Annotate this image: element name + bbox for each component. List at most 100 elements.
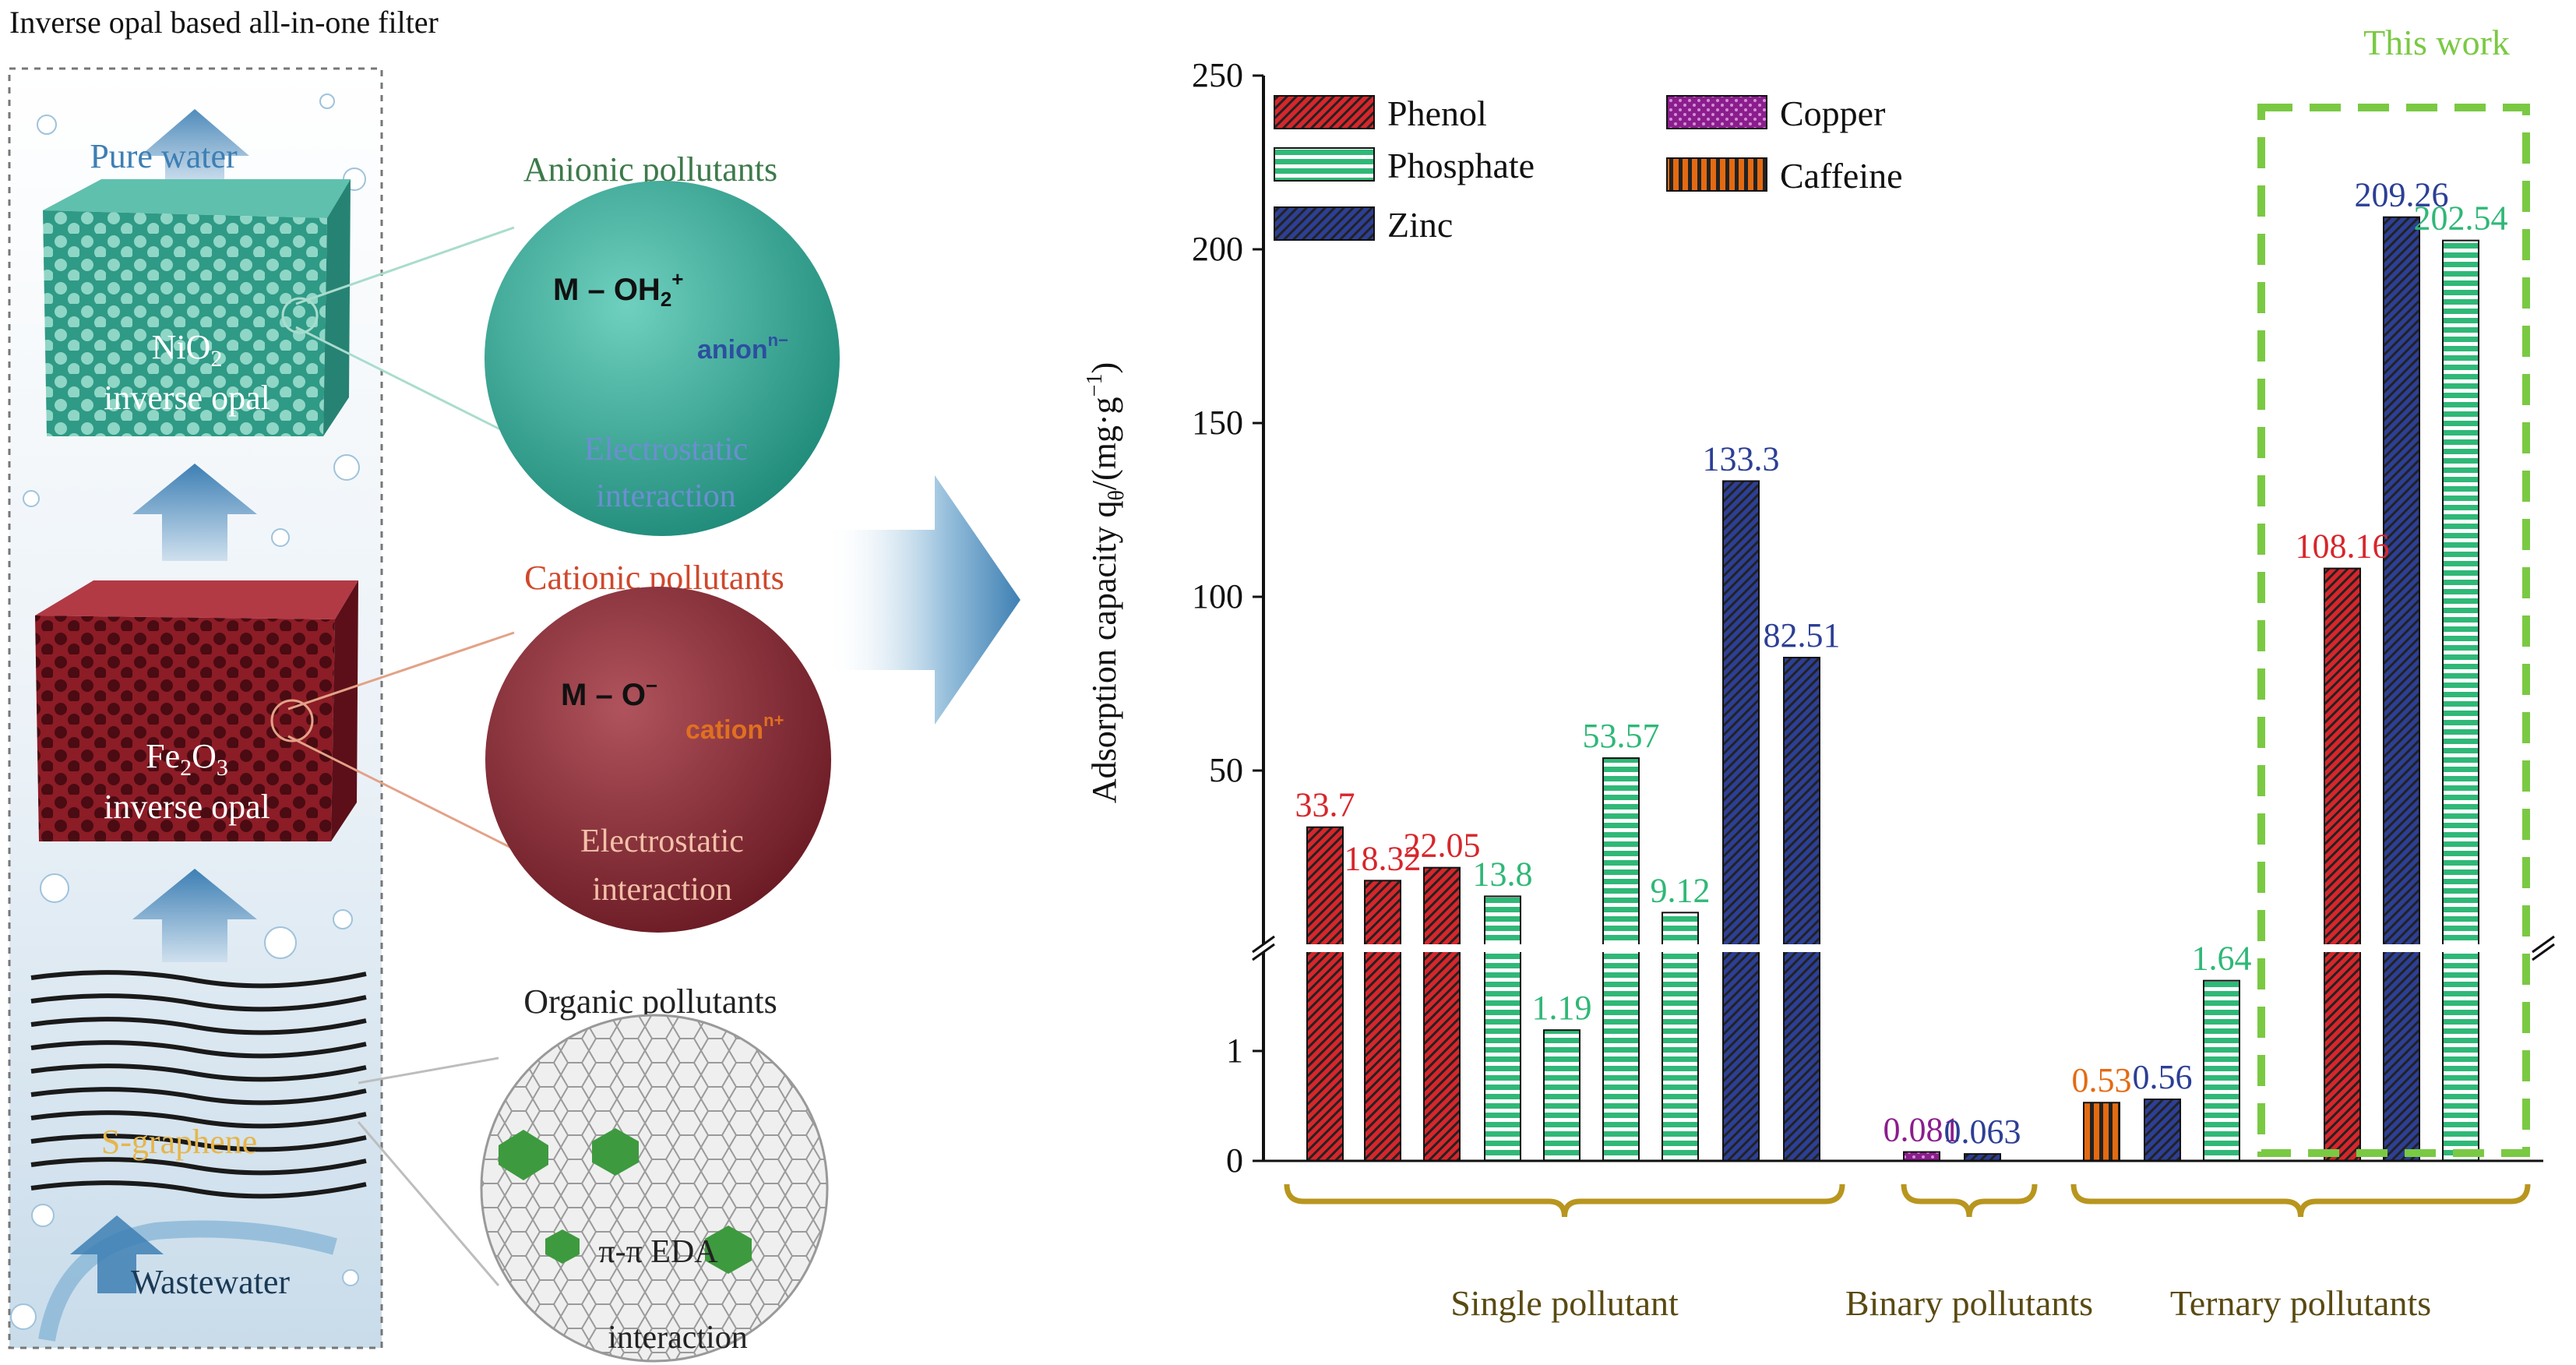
bar-break-gap xyxy=(1363,944,1402,952)
wastewater-arrow-icon xyxy=(70,1215,164,1293)
group-bracket xyxy=(2070,1183,2531,1218)
bar-break-gap xyxy=(1422,944,1461,952)
aromatic-molecule-icon xyxy=(545,1229,580,1264)
wastewater-flow-icon xyxy=(38,1220,337,1342)
bar-break-gap xyxy=(2441,944,2480,952)
bar-value-label: 202.54 xyxy=(2414,199,2508,238)
bar-break-gap xyxy=(1721,944,1760,952)
bar-phosphate xyxy=(2442,239,2479,1162)
anionic-ion: anionn− xyxy=(697,330,788,365)
legend-label-copper: Copper xyxy=(1780,93,1885,133)
up-arrow-icon xyxy=(132,464,257,561)
s-graphene-stack xyxy=(30,970,367,1199)
bar-break-gap xyxy=(1306,944,1344,952)
legend-swatch-phenol xyxy=(1274,95,1375,129)
bar-value-label: 53.57 xyxy=(1583,717,1660,755)
y-tick-label: 100 xyxy=(1192,577,1243,615)
bar-phosphate xyxy=(2203,979,2240,1162)
wastewater-label: Wastewater xyxy=(131,1263,290,1301)
bar-value-label: 13.8 xyxy=(1473,855,1533,893)
anionic-label-line1: Electrostatic xyxy=(584,432,748,467)
bar-phosphate xyxy=(1484,895,1521,1162)
cationic-formula: M – O− xyxy=(561,674,657,712)
legend-swatch-phosphate xyxy=(1274,147,1375,182)
bar-phosphate xyxy=(1543,1029,1580,1162)
bar-value-label: 0.56 xyxy=(2133,1058,2193,1096)
bar-value-label: 108.16 xyxy=(2296,527,2390,566)
bar-zinc xyxy=(1783,657,1820,1162)
bar-copper xyxy=(1903,1151,1940,1162)
bar-zinc xyxy=(1722,480,1760,1162)
bar-value-label: 1.64 xyxy=(2192,940,2252,978)
axis-break-mark xyxy=(2532,943,2555,961)
y-tick-label: 50 xyxy=(1209,751,1243,789)
bar-phenol xyxy=(1364,880,1401,1162)
legend-swatch-caffeine xyxy=(1666,157,1767,192)
group-bracket xyxy=(1284,1183,1845,1218)
this-work-highlight: This work xyxy=(2257,23,2530,1157)
y-tick-label: 0 xyxy=(1226,1141,1243,1180)
legend-label-phenol: Phenol xyxy=(1387,93,1487,133)
y-tick-label: 1 xyxy=(1226,1032,1243,1070)
bar-phosphate xyxy=(1602,757,1640,1162)
this-work-label: This work xyxy=(2363,23,2510,62)
filter-column: Pure water NiO2 inverse opal Fe2O3 inver… xyxy=(8,67,383,1349)
anionic-label-line2: interaction xyxy=(596,478,736,514)
bar-break-gap xyxy=(1602,944,1640,952)
chart-y-axis xyxy=(1252,76,2555,1162)
water-bubbles xyxy=(10,93,366,1330)
fe2o3-label-line2: inverse opal xyxy=(104,788,270,826)
y-tick-label: 150 xyxy=(1192,404,1243,442)
cationic-circle: M – O− cationn+ Electrostatic interactio… xyxy=(485,587,831,933)
cationic-label-line2: interaction xyxy=(592,872,732,908)
chart-y-axis-label: Adsorption capacity qθ/(mg·g−1) xyxy=(1083,362,1129,803)
bar-value-label: 209.26 xyxy=(2355,176,2449,214)
legend-swatch-zinc xyxy=(1274,206,1375,241)
bar-value-label: 0.53 xyxy=(2072,1061,2132,1099)
bar-value-label: 0.081 xyxy=(1884,1111,1961,1149)
bar-value-label: 82.51 xyxy=(1764,616,1841,654)
group-label: Single pollutant xyxy=(1450,1283,1679,1323)
cationic-label-line1: Electrostatic xyxy=(580,824,744,859)
fe2o3-label-line1: Fe2O3 xyxy=(146,737,228,781)
organic-label-line1: π-π EDA xyxy=(598,1234,718,1270)
nio2-label-line2: inverse opal xyxy=(104,379,270,417)
bar-break-gap xyxy=(1661,944,1700,952)
bar-zinc xyxy=(2383,216,2420,1162)
group-label: Ternary pollutants xyxy=(2170,1283,2431,1323)
legend-swatch-copper xyxy=(1666,95,1767,129)
y-tick-label: 250 xyxy=(1192,56,1243,94)
bar-caffeine xyxy=(2083,1102,2120,1162)
anionic-circle: M – OH2+ anionn− Electrostatic interacti… xyxy=(485,181,840,536)
pure-water-label: Pure water xyxy=(90,137,238,175)
bar-phenol xyxy=(1306,826,1344,1162)
axis-break-mark xyxy=(2532,935,2555,954)
bar-zinc xyxy=(2144,1099,2181,1162)
organic-circle: π-π EDA interaction xyxy=(480,1014,829,1363)
aromatic-molecule-icon xyxy=(705,1226,752,1274)
bar-value-label: 33.7 xyxy=(1295,786,1355,824)
legend-label-zinc: Zinc xyxy=(1387,205,1453,245)
organic-label-line2: interaction xyxy=(608,1320,748,1356)
legend-label-phosphate: Phosphate xyxy=(1387,146,1535,185)
bar-break-gap xyxy=(2382,944,2421,952)
legend-label-caffeine: Caffeine xyxy=(1780,156,1903,196)
connector-lines xyxy=(270,226,515,1286)
bar-break-gap xyxy=(1782,944,1821,952)
axis-break-mark xyxy=(1252,935,1275,954)
bar-value-label: 0.063 xyxy=(1944,1113,2021,1151)
up-arrow-icon xyxy=(132,869,257,962)
s-graphene-label: S-graphene xyxy=(101,1123,257,1161)
this-work-box xyxy=(2257,104,2530,1157)
nio2-block: NiO2 inverse opal xyxy=(43,179,351,436)
chart-legend: Phenol Phosphate Zinc Copper Caffeine xyxy=(1274,93,1903,245)
bar-break-gap xyxy=(2323,944,2362,952)
group-bracket xyxy=(1901,1183,2038,1218)
chart-group-brackets: Single pollutant Binary pollutants Ternary… xyxy=(1284,1183,2531,1323)
anionic-formula: M – OH2+ xyxy=(553,267,683,311)
axis-break-mark xyxy=(1252,943,1275,961)
bar-value-label: 9.12 xyxy=(1651,871,1711,909)
bar-value-label: 18.32 xyxy=(1344,839,1422,877)
